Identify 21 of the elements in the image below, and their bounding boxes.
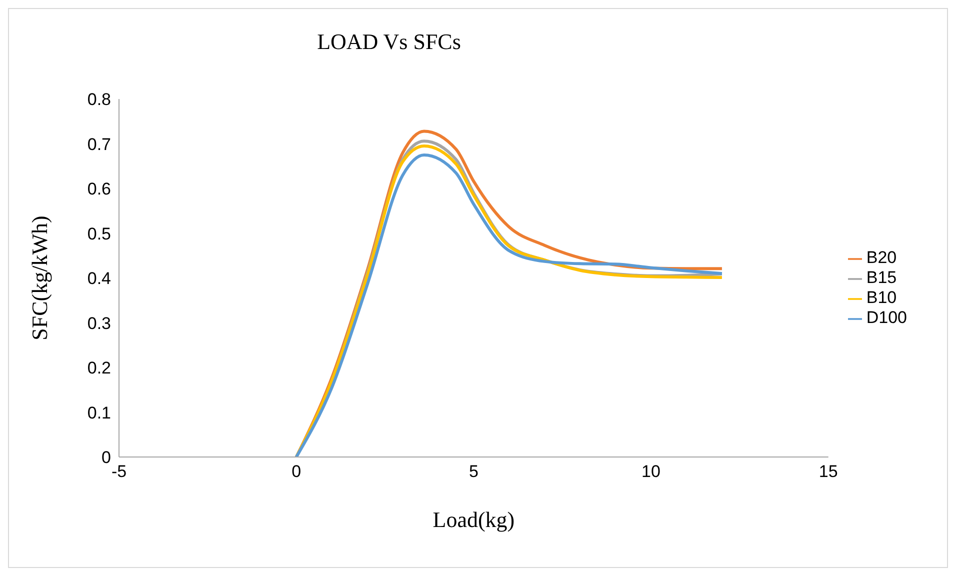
legend-label: B10 <box>866 288 897 307</box>
chart-title: LOAD Vs SFCs <box>316 29 462 55</box>
legend-label: B20 <box>866 248 897 267</box>
y-tick-label: 0.3 <box>87 314 111 333</box>
y-tick-label: 0.6 <box>87 180 111 199</box>
y-tick-label: 0 <box>102 448 111 468</box>
legend-label: D100 <box>866 308 907 327</box>
y-tick-label: 0.2 <box>87 358 111 378</box>
y-axis-title: SFC(kg/kWh) <box>26 216 52 340</box>
x-axis-title: Load(kg) <box>432 507 515 532</box>
x-tick-label: 10 <box>642 462 660 482</box>
x-tick-label: 5 <box>468 462 478 482</box>
y-tick-label: 0.4 <box>87 269 111 288</box>
y-tick-label: 0.5 <box>87 224 111 244</box>
y-tick-label: 0.7 <box>87 134 111 154</box>
y-tick-label: 0.1 <box>87 403 111 422</box>
y-tick-label: 0.8 <box>87 90 111 110</box>
x-tick-label: 15 <box>818 462 838 482</box>
x-tick-label: -5 <box>111 462 127 482</box>
legend-label: B15 <box>866 268 897 287</box>
x-tick-label: 0 <box>292 462 302 482</box>
